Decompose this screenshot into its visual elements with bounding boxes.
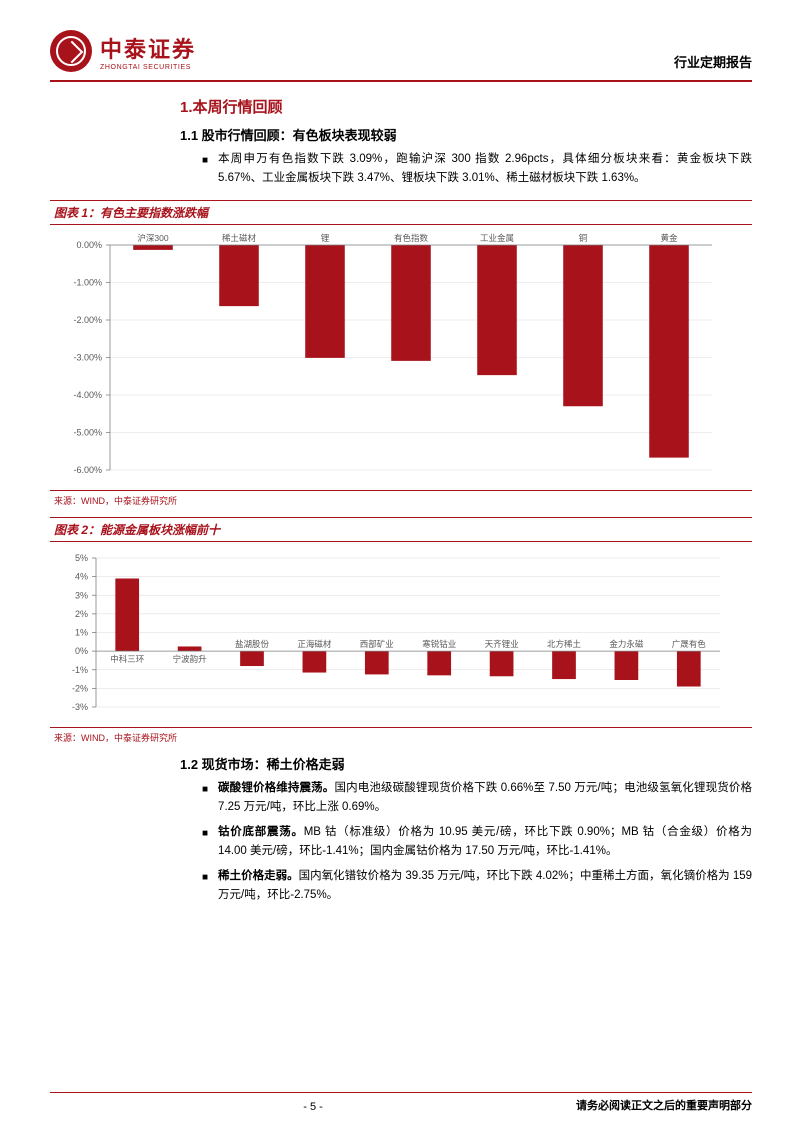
svg-text:1%: 1% [75, 627, 88, 637]
bullet-lead: 碳酸锂价格维持震荡。 [218, 782, 334, 794]
page-number: - 5 - [303, 1101, 323, 1113]
footer-disclaimer: 请务必阅读正文之后的重要声明部分 [576, 1097, 752, 1113]
svg-text:黄金: 黄金 [660, 233, 678, 243]
svg-text:盐湖股份: 盐湖股份 [235, 639, 270, 649]
bullet-text: 本周申万有色指数下跌 3.09%，跑输沪深 300 指数 2.96pcts，具体… [218, 150, 752, 188]
page: 中泰证券 ZHONGTAI SECURITIES 行业定期报告 1.本周行情回顾… [0, 0, 802, 1133]
section-1-2-title: 1.2 现货市场：稀土价格走弱 [180, 754, 752, 773]
logo-text: 中泰证券 ZHONGTAI SECURITIES [100, 32, 196, 71]
svg-text:-2%: -2% [72, 683, 88, 693]
figure-1-body: 0.00% -1.00% -2.00% -3.00% -4.00% -5.00% -6.00… [50, 224, 752, 491]
bullet-text: 碳酸锂价格维持震荡。国内电池级碳酸锂现货价格下跌 0.66%至 7.50 万元/… [218, 779, 752, 817]
svg-text:工业金属: 工业金属 [480, 233, 514, 243]
bullet-item: ■ 本周申万有色指数下跌 3.09%，跑输沪深 300 指数 2.96pcts，… [202, 150, 752, 188]
svg-text:-4.00%: -4.00% [73, 390, 102, 400]
logo-icon [50, 30, 92, 72]
section-1-1-title: 1.1 股市行情回顾：有色板块表现较弱 [180, 125, 752, 144]
svg-text:正海磁材: 正海磁材 [297, 639, 332, 649]
figure-1-title: 图表 1：有色主要指数涨跌幅 [54, 206, 208, 220]
figure-title-row: 图表 1：有色主要指数涨跌幅 [50, 200, 752, 224]
svg-text:锂: 锂 [321, 233, 330, 243]
logo-cn: 中泰证券 [100, 32, 196, 64]
svg-text:广晟有色: 广晟有色 [672, 639, 707, 649]
chart-2: 5% 4% 3% 2% 1% 0% -1% -2% -3% 中科三环 宁波韵升 盐湖股份 正海磁材 西部矿… [50, 548, 752, 723]
bullet-icon: ■ [202, 826, 208, 861]
figure-title-row: 图表 2：能源金属板块涨幅前十 [50, 517, 752, 541]
figure-2-title: 图表 2：能源金属板块涨幅前十 [54, 523, 220, 537]
content: 1.本周行情回顾 1.1 股市行情回顾：有色板块表现较弱 ■ 本周申万有色指数下… [50, 96, 752, 1092]
svg-text:-2.00%: -2.00% [73, 315, 102, 325]
figure-1: 图表 1：有色主要指数涨跌幅 0.00% -1.00% -2.00% -3.00% -4… [50, 200, 752, 507]
section-1-title: 1.本周行情回顾 [180, 96, 752, 117]
svg-text:-3.00%: -3.00% [73, 352, 102, 362]
figure-2-source: 来源：WIND，中泰证券研究所 [50, 728, 752, 744]
svg-text:-6.00%: -6.00% [73, 465, 102, 475]
svg-text:沪深300: 沪深300 [137, 233, 168, 243]
svg-text:寒锐钴业: 寒锐钴业 [422, 639, 456, 649]
page-footer: - 5 - 请务必阅读正文之后的重要声明部分 [50, 1092, 752, 1113]
bullet-item: ■ 稀土价格走弱。国内氧化镨钕价格为 39.35 万元/吨，环比下跌 4.02%；… [202, 867, 752, 905]
bullet-text: 稀土价格走弱。国内氧化镨钕价格为 39.35 万元/吨，环比下跌 4.02%；中… [218, 867, 752, 905]
svg-text:-1%: -1% [72, 665, 88, 675]
report-type: 行业定期报告 [674, 52, 752, 71]
bullet-lead: 钴价底部震荡。 [218, 826, 304, 838]
svg-text:北方稀土: 北方稀土 [547, 639, 582, 649]
svg-text:0.00%: 0.00% [76, 240, 102, 250]
figure-2: 图表 2：能源金属板块涨幅前十 5% 4% 3% 2% 1% 0% -1% -2% -3% 中科三… [50, 517, 752, 744]
svg-text:西部矿业: 西部矿业 [360, 639, 394, 649]
svg-text:中科三环: 中科三环 [110, 654, 145, 664]
bullet-icon: ■ [202, 153, 208, 188]
figure-1-source: 来源：WIND，中泰证券研究所 [50, 491, 752, 507]
bullet-icon: ■ [202, 782, 208, 817]
chart-1: 0.00% -1.00% -2.00% -3.00% -4.00% -5.00% -6.00… [50, 231, 752, 486]
svg-text:5%: 5% [75, 553, 88, 563]
logo-en: ZHONGTAI SECURITIES [100, 64, 196, 71]
section-1-2-body: ■ 碳酸锂价格维持震荡。国内电池级碳酸锂现货价格下跌 0.66%至 7.50 万元… [202, 779, 752, 905]
bullet-icon: ■ [202, 870, 208, 905]
bullet-item: ■ 钴价底部震荡。MB 钴（标准级）价格为 10.95 美元/磅，环比下跌 0.9… [202, 823, 752, 861]
svg-text:2%: 2% [75, 609, 88, 619]
header-rule [50, 80, 752, 82]
svg-text:-3%: -3% [72, 702, 88, 712]
svg-text:宁波韵升: 宁波韵升 [173, 654, 208, 664]
section-1-1-body: ■ 本周申万有色指数下跌 3.09%，跑输沪深 300 指数 2.96pcts，… [202, 150, 752, 188]
svg-text:铜: 铜 [579, 233, 588, 243]
bullet-item: ■ 碳酸锂价格维持震荡。国内电池级碳酸锂现货价格下跌 0.66%至 7.50 万元… [202, 779, 752, 817]
svg-text:稀土磁材: 稀土磁材 [222, 233, 257, 243]
logo-block: 中泰证券 ZHONGTAI SECURITIES [50, 30, 196, 72]
svg-text:-1.00%: -1.00% [73, 277, 102, 287]
page-header: 中泰证券 ZHONGTAI SECURITIES 行业定期报告 [50, 30, 752, 72]
svg-text:有色指数: 有色指数 [394, 233, 429, 243]
svg-text:天齐锂业: 天齐锂业 [485, 639, 519, 649]
svg-text:3%: 3% [75, 590, 88, 600]
svg-text:0%: 0% [75, 646, 88, 656]
bullet-text: 钴价底部震荡。MB 钴（标准级）价格为 10.95 美元/磅，环比下跌 0.90… [218, 823, 752, 861]
svg-text:4%: 4% [75, 572, 88, 582]
bullet-lead: 稀土价格走弱。 [218, 870, 299, 882]
svg-text:-5.00%: -5.00% [73, 427, 102, 437]
svg-text:金力永磁: 金力永磁 [609, 639, 644, 649]
figure-2-body: 5% 4% 3% 2% 1% 0% -1% -2% -3% 中科三环 宁波韵升 盐湖股份 正海磁材 西部矿… [50, 541, 752, 728]
